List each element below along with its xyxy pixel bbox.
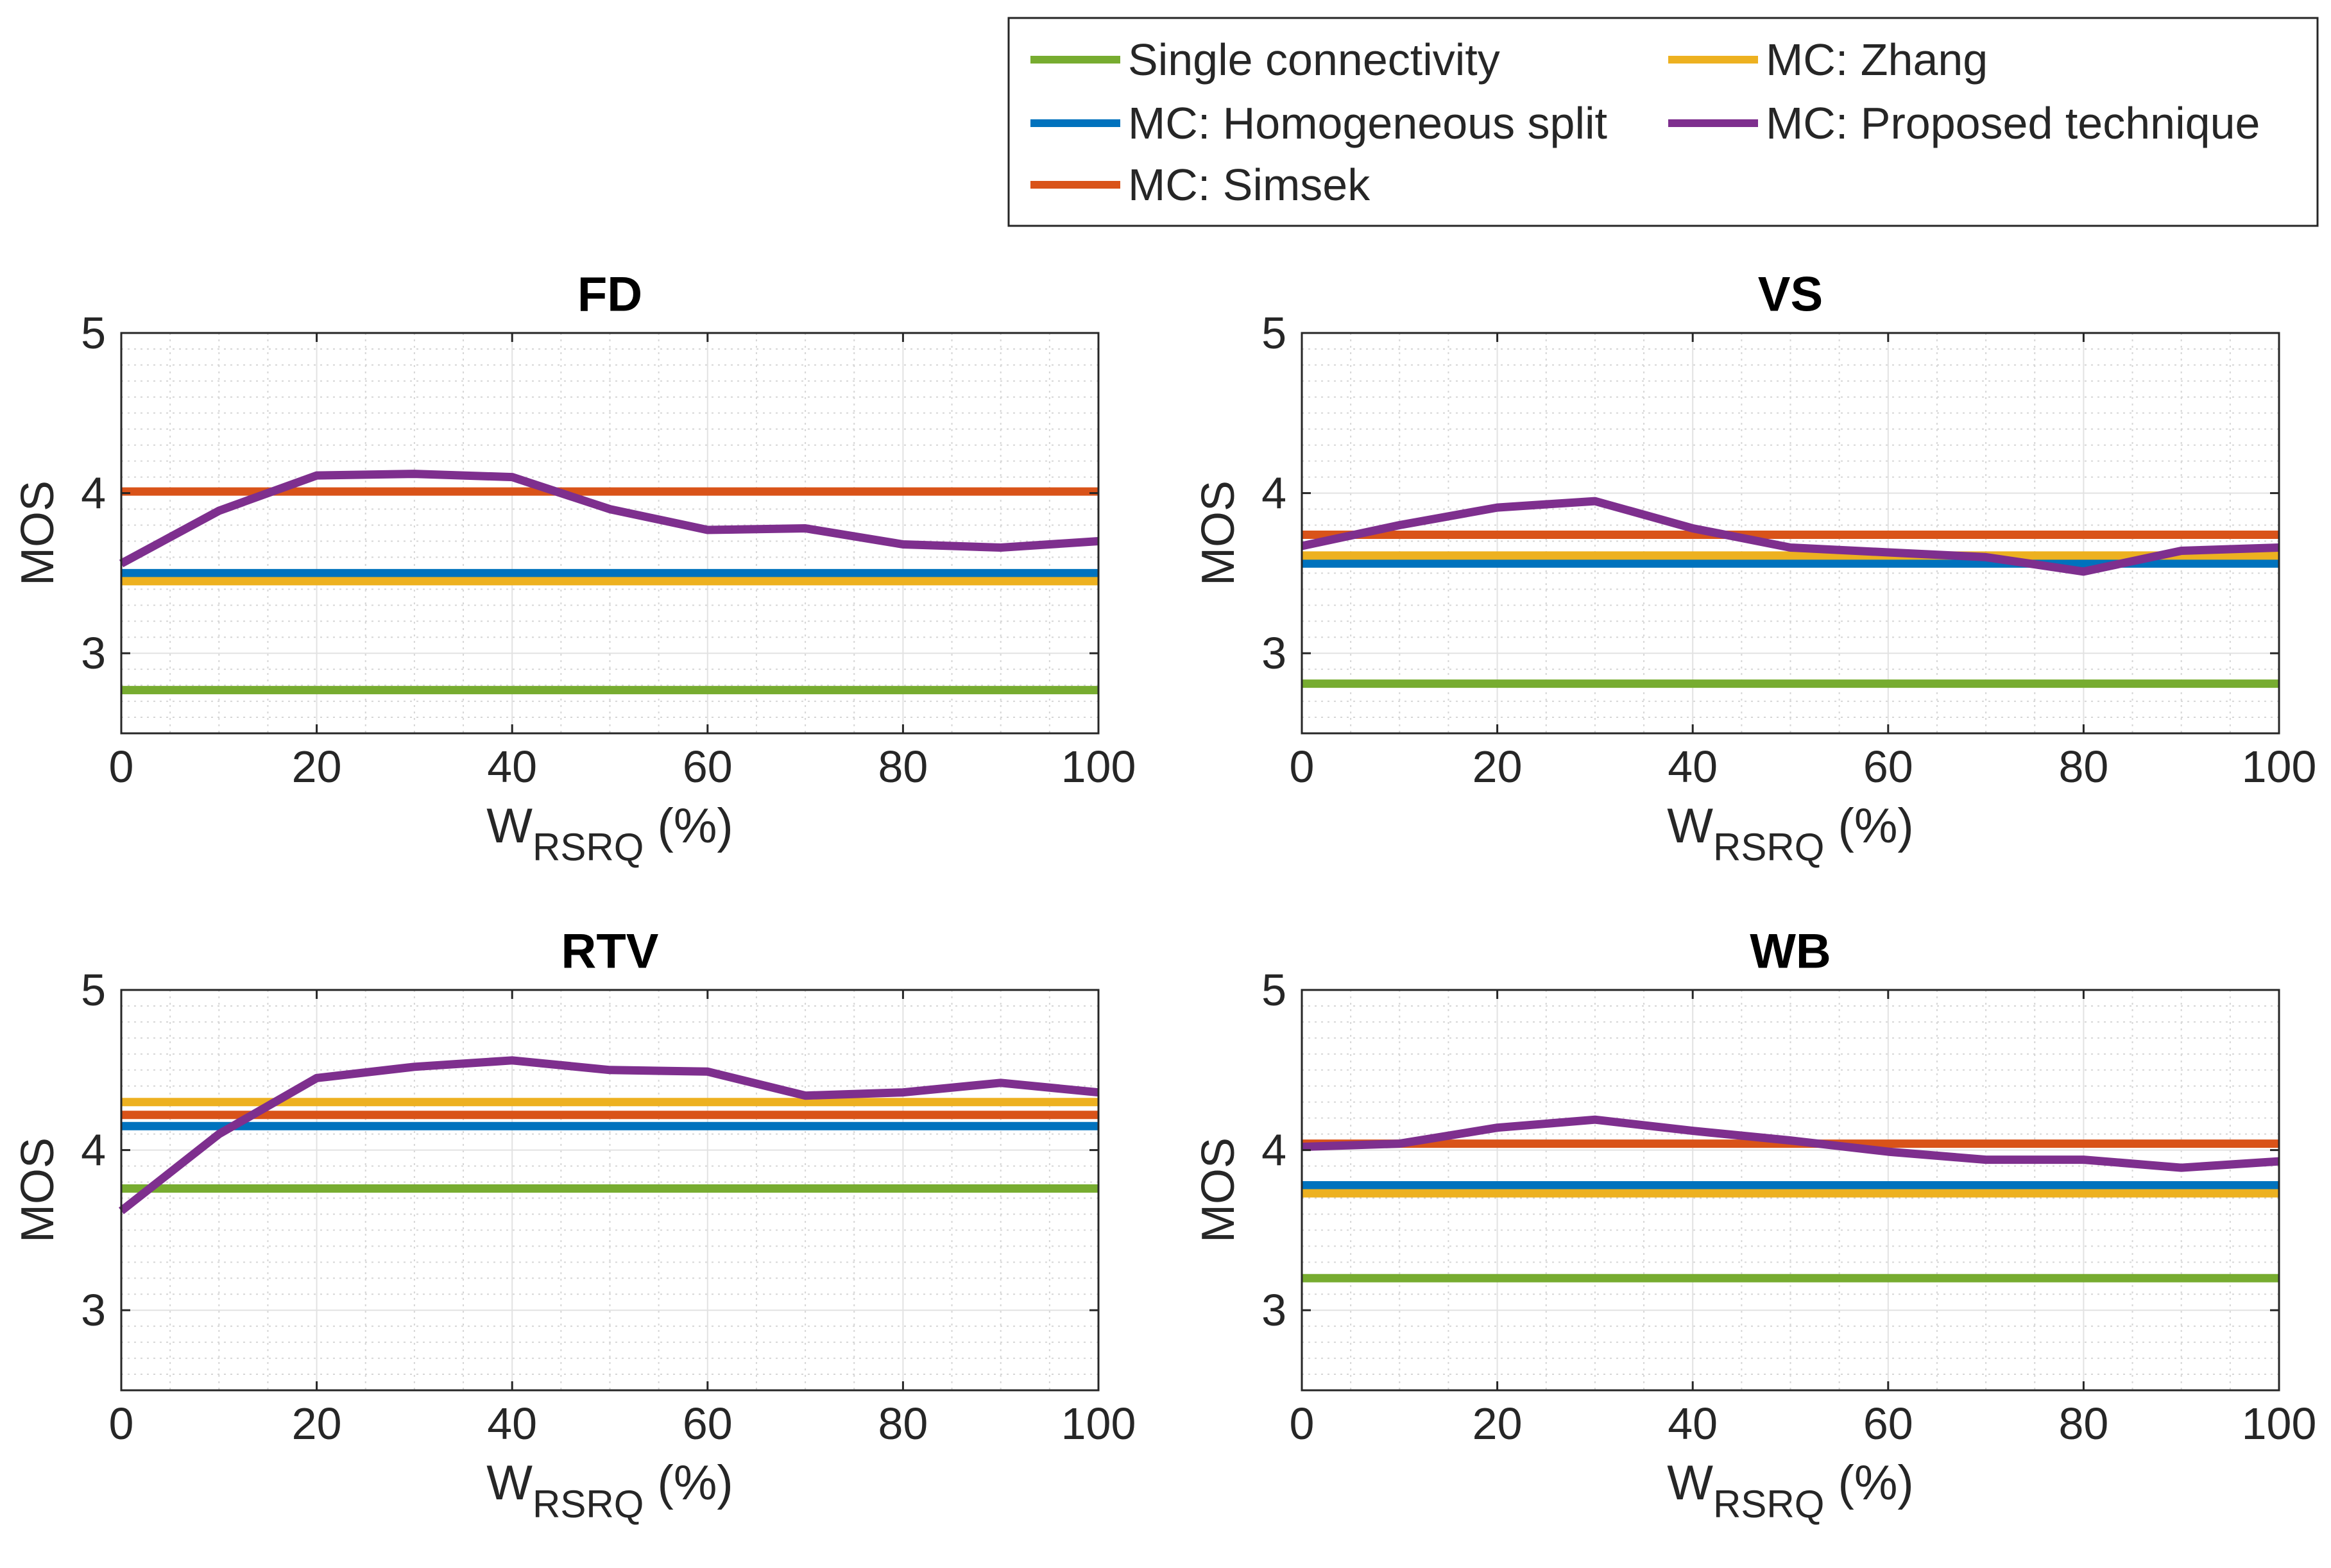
subplot-title: WB: [1750, 925, 1831, 979]
axes-box: [1301, 989, 2280, 1392]
subplot-vs: 0 20 40 60 80 100 3 4 5 VS MOS WRSRQ (%): [1193, 268, 2316, 869]
y-axis-label: MOS: [1193, 481, 1244, 586]
x-tick-label: 80: [2058, 1399, 2108, 1449]
x-axis-label: WRSRQ (%): [486, 799, 733, 869]
x-tick-label: 40: [1668, 742, 1718, 792]
x-tick-label: 40: [487, 742, 537, 792]
x-tick-label: 80: [878, 742, 928, 792]
legend-entry: MC: Proposed technique: [1668, 98, 2260, 148]
legend-label: MC: Zhang: [1766, 35, 1988, 85]
legend-entry: Single connectivity: [1030, 35, 1500, 85]
legend-label: Single connectivity: [1128, 35, 1500, 85]
series-line-mc-proposed-technique: [118, 1056, 1099, 1214]
x-tick-label: 20: [292, 1399, 342, 1449]
legend-entry: MC: Simsek: [1030, 160, 1370, 210]
x-tick-label: 0: [1290, 1399, 1315, 1449]
y-axis-label: MOS: [12, 481, 64, 586]
subplot-fd: 0 20 40 60 80 100 3 4 5 FD MOS WRSRQ (%): [12, 268, 1136, 869]
axes-box: [120, 989, 1100, 1392]
x-tick-label: 20: [292, 742, 342, 792]
y-tick-label: 5: [81, 965, 106, 1015]
x-tick-label: 80: [878, 1399, 928, 1449]
legend-box: [1007, 17, 2319, 227]
x-tick-label: 0: [109, 1399, 134, 1449]
subplot-title: FD: [577, 268, 642, 322]
subplot-title: RTV: [561, 925, 659, 979]
subplot-wb: 0 20 40 60 80 100 3 4 5 WB MOS WRSRQ (%): [1193, 925, 2316, 1526]
x-axis-label: WRSRQ (%): [1667, 799, 1913, 869]
x-tick-label: 80: [2058, 742, 2108, 792]
series-line-mc-proposed-technique: [1301, 1115, 2280, 1172]
x-tick-label: 20: [1473, 1399, 1523, 1449]
y-tick-label: 4: [81, 468, 106, 518]
x-tick-label: 40: [1668, 1399, 1718, 1449]
x-tick-label: 40: [487, 1399, 537, 1449]
axes-box: [1301, 332, 2280, 735]
legend-entry: MC: Homogeneous split: [1030, 98, 1607, 148]
y-tick-label: 3: [1261, 1285, 1286, 1335]
x-tick-label: 20: [1473, 742, 1523, 792]
x-tick-label: 100: [1061, 742, 1136, 792]
y-tick-label: 4: [1261, 468, 1286, 518]
x-tick-label: 100: [2242, 1399, 2317, 1449]
subplot-title: VS: [1758, 268, 1823, 322]
legend-label: MC: Simsek: [1128, 160, 1370, 210]
y-tick-label: 4: [1261, 1125, 1286, 1175]
axes-box: [120, 332, 1100, 735]
x-tick-label: 60: [1863, 1399, 1913, 1449]
x-tick-label: 60: [1863, 742, 1913, 792]
y-axis-label: MOS: [1193, 1138, 1244, 1243]
series-line-mc-proposed-technique: [1301, 497, 2280, 576]
x-axis-label: WRSRQ (%): [1667, 1456, 1913, 1526]
y-tick-label: 5: [1261, 965, 1286, 1015]
legend-label: MC: Proposed technique: [1766, 98, 2260, 148]
x-tick-label: 60: [683, 742, 733, 792]
y-tick-label: 3: [81, 628, 106, 678]
y-tick-label: 5: [81, 308, 106, 358]
legend-label: MC: Homogeneous split: [1128, 98, 1607, 148]
x-axis-label: WRSRQ (%): [486, 1456, 733, 1526]
y-tick-label: 3: [1261, 628, 1286, 678]
y-tick-label: 4: [81, 1125, 106, 1175]
y-tick-label: 5: [1261, 308, 1286, 358]
x-tick-label: 0: [109, 742, 134, 792]
y-tick-label: 3: [81, 1285, 106, 1335]
y-axis-label: MOS: [12, 1138, 64, 1243]
x-tick-label: 100: [1061, 1399, 1136, 1449]
x-tick-label: 0: [1290, 742, 1315, 792]
x-tick-label: 100: [2242, 742, 2317, 792]
series-line-mc-proposed-technique: [119, 470, 1099, 568]
x-tick-label: 60: [683, 1399, 733, 1449]
legend-entry: MC: Zhang: [1668, 35, 1988, 85]
legend: Single connectivity MC: Homogeneous spli…: [1007, 17, 2319, 227]
subplot-rtv: 0 20 40 60 80 100 3 4 5 RTV MOS WRSRQ (%): [12, 925, 1136, 1526]
